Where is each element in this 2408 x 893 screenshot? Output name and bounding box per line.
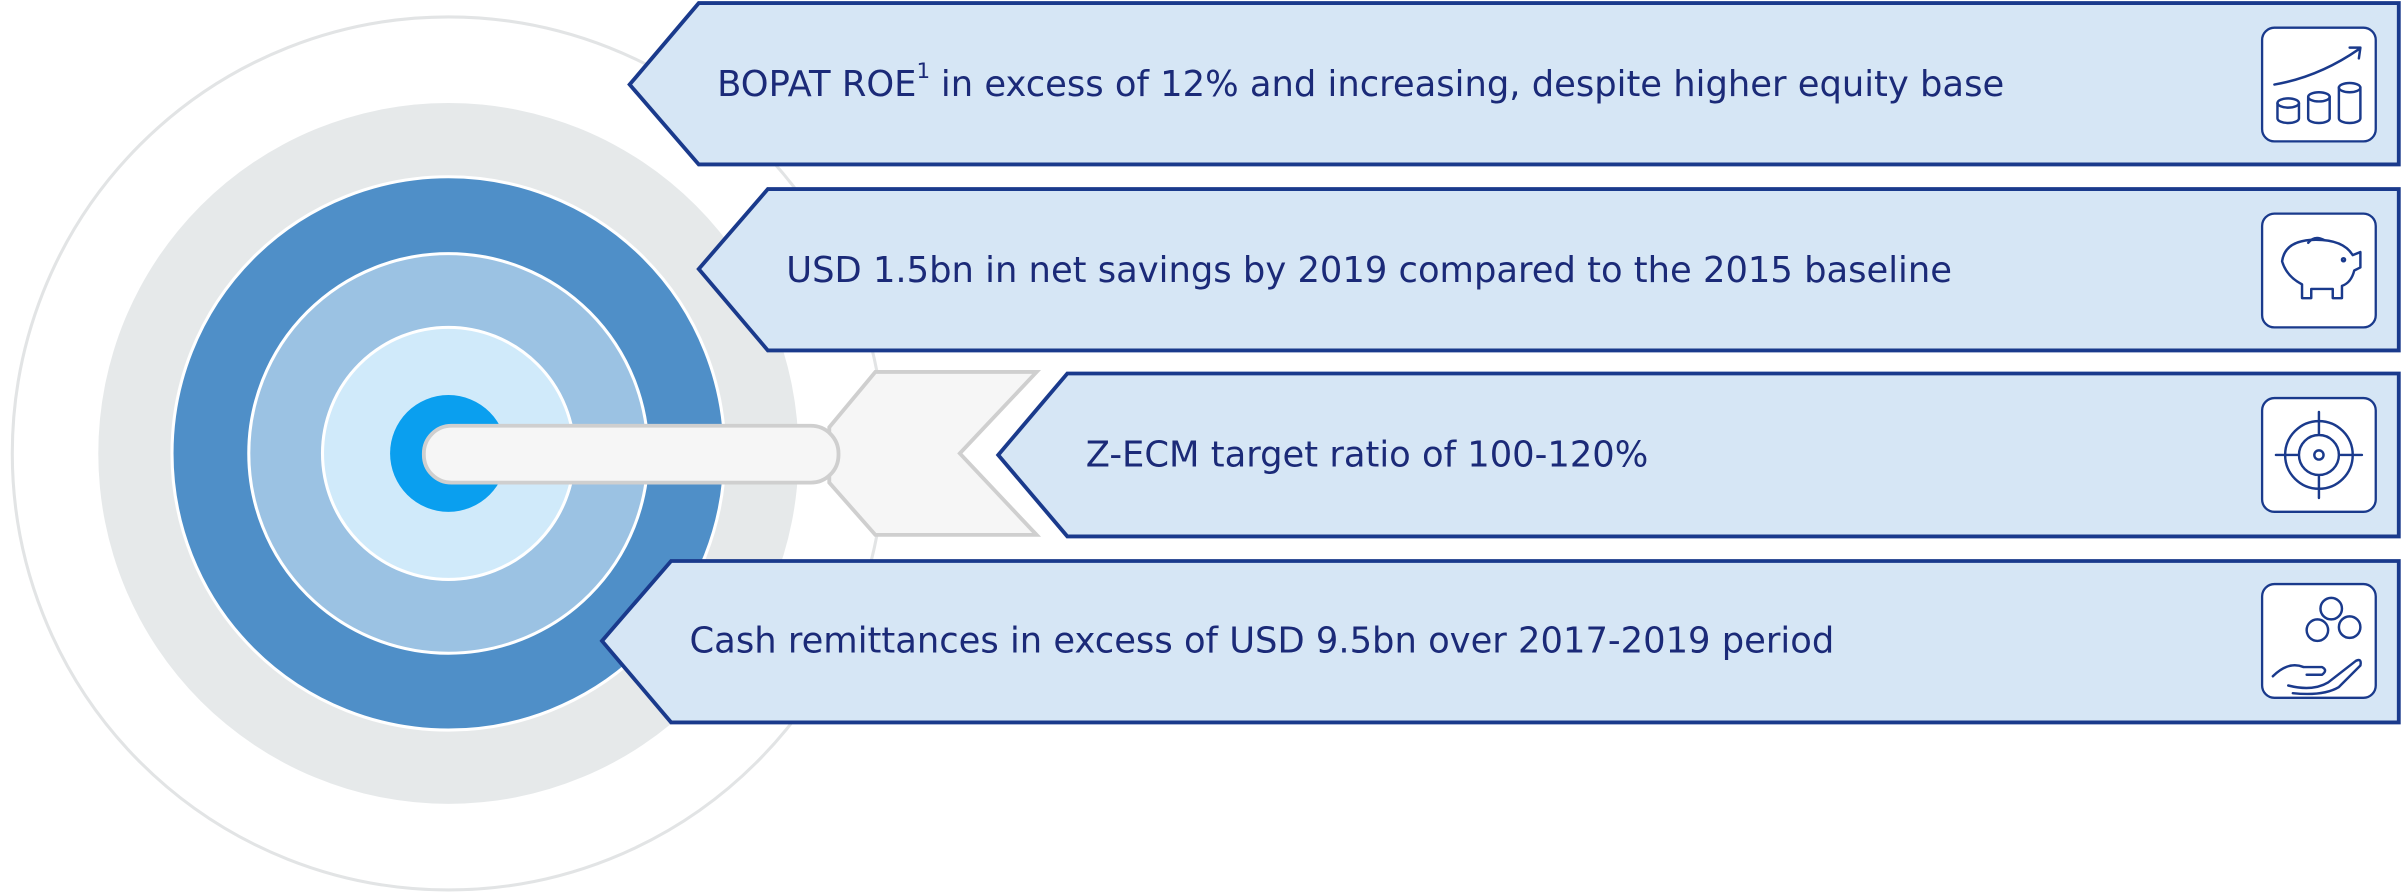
banner-text: BOPAT ROE1 in excess of 12% and increasin…	[717, 59, 2004, 105]
footnote-marker: 1	[916, 59, 930, 84]
page: {"items": [ {"text_before": "BOPAT ROE",…	[0, 0, 2408, 893]
banner-text: USD 1.5bn in net savings by 2019 compare…	[786, 250, 1952, 291]
text: in excess of 12% and increasing, despite…	[941, 64, 2004, 105]
banner-text: Z-ECM target ratio of 100-120%	[1086, 434, 1649, 475]
banner-2: USD 1.5bn in net savings by 2019 compare…	[699, 189, 2399, 350]
banner-1: BOPAT ROE1 in excess of 12% and increasin…	[630, 3, 2399, 164]
text: BOPAT ROE	[717, 64, 916, 105]
banner-text: Cash remittances in excess of USD 9.5bn …	[690, 620, 1835, 661]
banner-3: Z-ECM target ratio of 100-120%	[998, 373, 2399, 536]
arrow-shaft	[424, 426, 839, 483]
icon-box	[2262, 214, 2376, 328]
banner-4: Cash remittances in excess of USD 9.5bn …	[602, 561, 2399, 722]
target-diagram: BOPAT ROE1 in excess of 12% and increasin…	[0, 0, 2408, 893]
